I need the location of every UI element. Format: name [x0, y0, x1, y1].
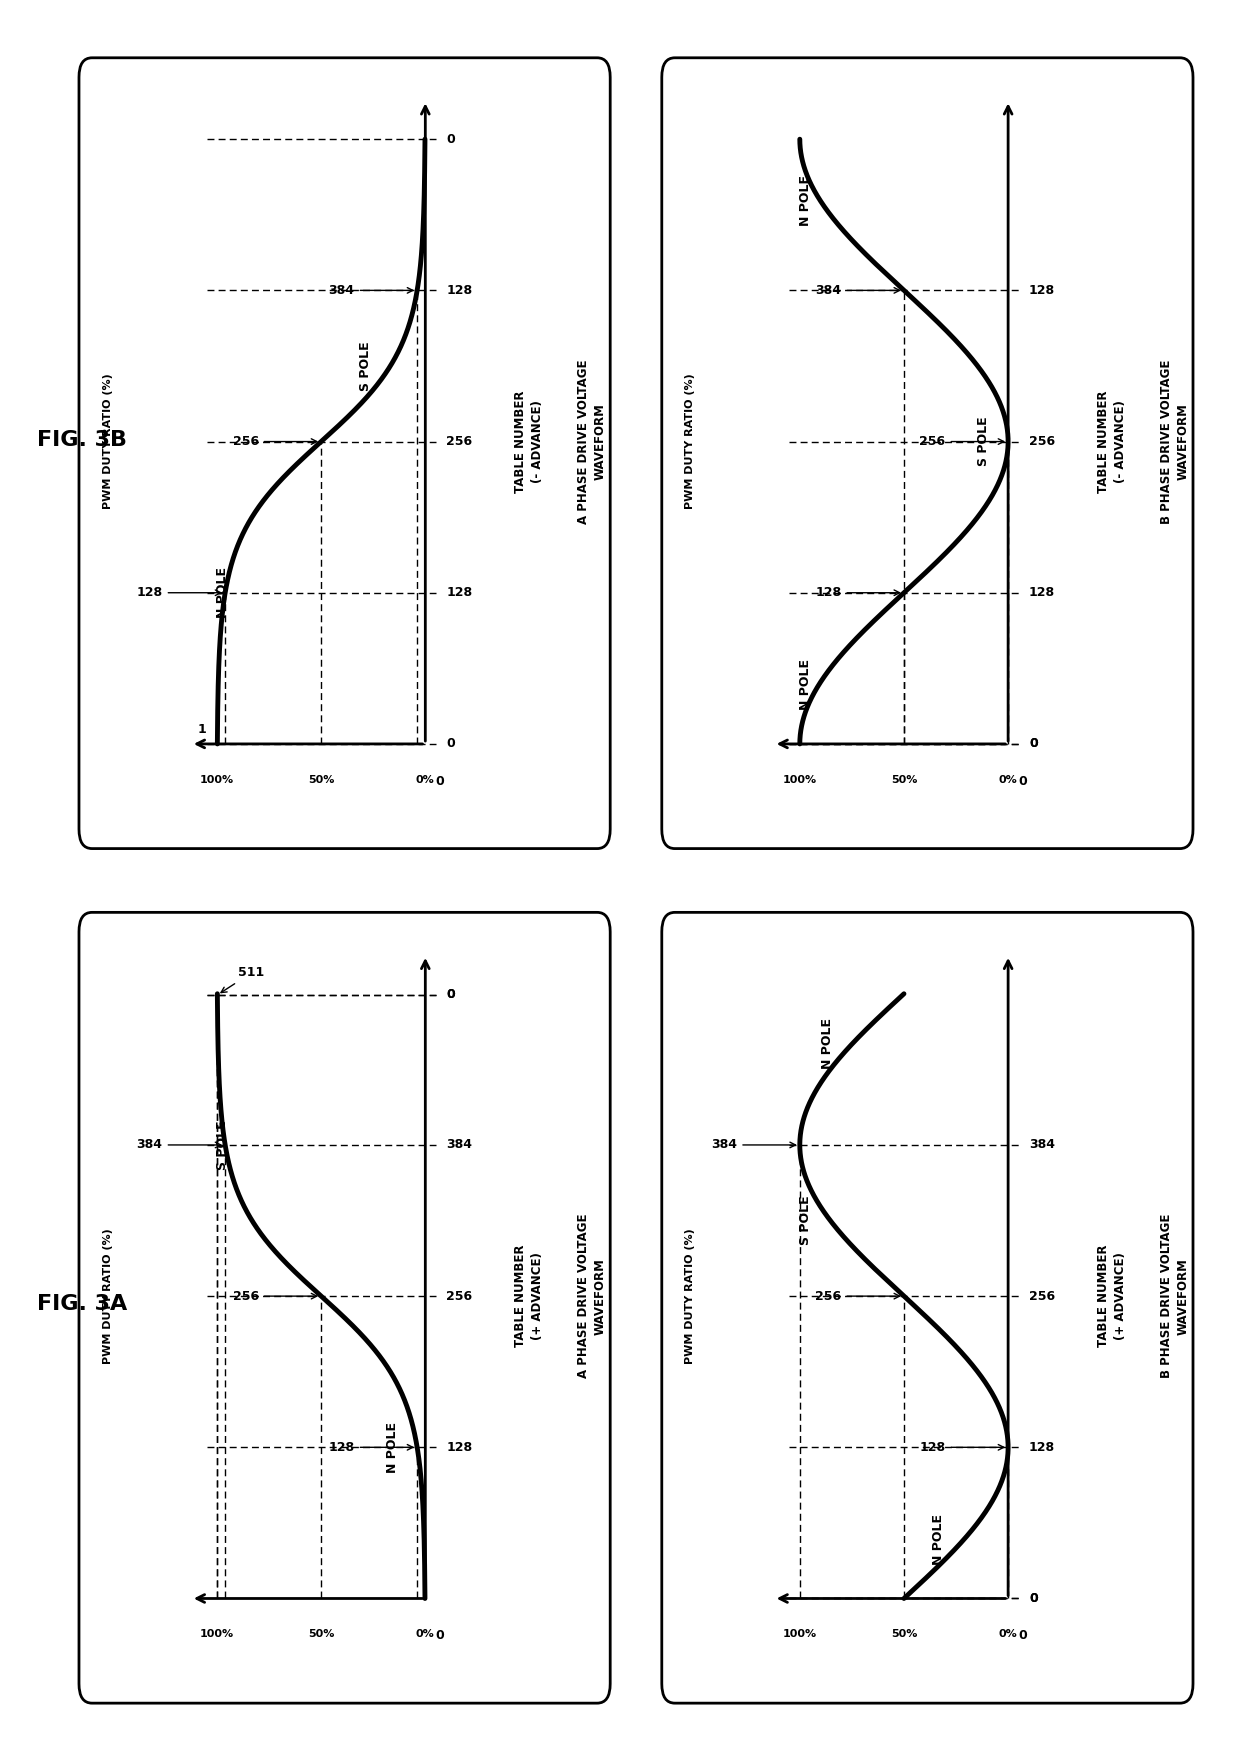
Text: 384: 384 [446, 1138, 472, 1151]
Text: 128: 128 [1029, 587, 1055, 599]
Text: B PHASE DRIVE VOLTAGE
WAVEFORM: B PHASE DRIVE VOLTAGE WAVEFORM [1159, 359, 1189, 523]
Text: 128: 128 [446, 284, 472, 296]
Text: 50%: 50% [890, 1630, 918, 1639]
Text: 128: 128 [816, 587, 900, 599]
Text: TABLE NUMBER
(+ ADVANCE): TABLE NUMBER (+ ADVANCE) [515, 1246, 544, 1348]
Text: 100%: 100% [782, 775, 817, 784]
Text: N POLE: N POLE [799, 659, 811, 710]
Text: 0: 0 [435, 1630, 444, 1642]
FancyBboxPatch shape [79, 913, 610, 1704]
Text: N POLE: N POLE [216, 567, 228, 618]
Text: 256: 256 [233, 1290, 317, 1302]
Text: 384: 384 [136, 1138, 221, 1151]
Text: S POLE: S POLE [799, 1196, 812, 1246]
Text: 0: 0 [435, 775, 444, 788]
Text: 50%: 50% [308, 1630, 335, 1639]
Text: 0%: 0% [998, 775, 1018, 784]
Text: 256: 256 [1029, 435, 1055, 448]
FancyBboxPatch shape [662, 913, 1193, 1704]
Text: 128: 128 [1029, 284, 1055, 296]
Text: PWM DUTY RATIO (%): PWM DUTY RATIO (%) [686, 1228, 696, 1364]
Text: 100%: 100% [200, 775, 234, 784]
Text: 128: 128 [446, 1441, 472, 1454]
FancyBboxPatch shape [662, 58, 1193, 849]
Text: 0%: 0% [415, 1630, 435, 1639]
Text: 128: 128 [1029, 1441, 1055, 1454]
Text: 0%: 0% [998, 1630, 1018, 1639]
Text: S POLE: S POLE [977, 418, 990, 467]
Text: N POLE: N POLE [932, 1514, 945, 1565]
Text: 0: 0 [446, 738, 455, 751]
Text: 0: 0 [446, 988, 455, 1001]
Text: TABLE NUMBER
(- ADVANCE): TABLE NUMBER (- ADVANCE) [1097, 391, 1127, 493]
Text: 0: 0 [1018, 1630, 1027, 1642]
Text: 256: 256 [1029, 1290, 1055, 1302]
Text: N POLE: N POLE [386, 1422, 399, 1473]
Text: 384: 384 [816, 284, 900, 296]
Text: 256: 256 [920, 435, 1004, 448]
Text: 100%: 100% [782, 1630, 817, 1639]
Text: N POLE: N POLE [799, 174, 811, 226]
Text: 256: 256 [816, 1290, 900, 1302]
Text: 0: 0 [1029, 1593, 1038, 1605]
Text: TABLE NUMBER
(- ADVANCE): TABLE NUMBER (- ADVANCE) [515, 391, 544, 493]
Text: 384: 384 [329, 284, 413, 296]
Text: FIG. 3B: FIG. 3B [37, 430, 128, 451]
Text: 384: 384 [712, 1138, 796, 1151]
Text: PWM DUTY RATIO (%): PWM DUTY RATIO (%) [686, 374, 696, 509]
Text: 128: 128 [446, 587, 472, 599]
Text: A PHASE DRIVE VOLTAGE
WAVEFORM: A PHASE DRIVE VOLTAGE WAVEFORM [577, 1214, 606, 1378]
Text: PWM DUTY RATIO (%): PWM DUTY RATIO (%) [103, 1228, 113, 1364]
Text: N POLE: N POLE [821, 1018, 835, 1070]
Text: B PHASE DRIVE VOLTAGE
WAVEFORM: B PHASE DRIVE VOLTAGE WAVEFORM [1159, 1214, 1189, 1378]
Text: 50%: 50% [890, 775, 918, 784]
Text: 0: 0 [446, 988, 455, 1001]
Text: FIG. 3A: FIG. 3A [37, 1293, 128, 1314]
Text: 128: 128 [329, 1441, 413, 1454]
Text: 0%: 0% [415, 775, 435, 784]
Text: 0: 0 [1029, 1593, 1038, 1605]
Text: 511: 511 [221, 966, 264, 992]
Text: 0: 0 [1029, 738, 1038, 751]
Text: A PHASE DRIVE VOLTAGE
WAVEFORM: A PHASE DRIVE VOLTAGE WAVEFORM [577, 359, 606, 523]
Text: S POLE: S POLE [216, 1121, 228, 1170]
Text: 50%: 50% [308, 775, 335, 784]
Text: TABLE NUMBER
(+ ADVANCE): TABLE NUMBER (+ ADVANCE) [1097, 1246, 1127, 1348]
Text: 384: 384 [1029, 1138, 1055, 1151]
Text: 256: 256 [446, 1290, 472, 1302]
Text: 128: 128 [920, 1441, 1004, 1454]
Text: 0: 0 [1029, 738, 1038, 751]
Text: 128: 128 [136, 587, 221, 599]
Text: 1: 1 [198, 722, 207, 737]
Text: 0: 0 [1018, 775, 1027, 788]
Text: 256: 256 [233, 435, 317, 448]
Text: 0: 0 [446, 132, 455, 146]
Text: 100%: 100% [200, 1630, 234, 1639]
Text: S POLE: S POLE [358, 342, 372, 391]
Text: PWM DUTY RATIO (%): PWM DUTY RATIO (%) [103, 374, 113, 509]
FancyBboxPatch shape [79, 58, 610, 849]
Text: 256: 256 [446, 435, 472, 448]
